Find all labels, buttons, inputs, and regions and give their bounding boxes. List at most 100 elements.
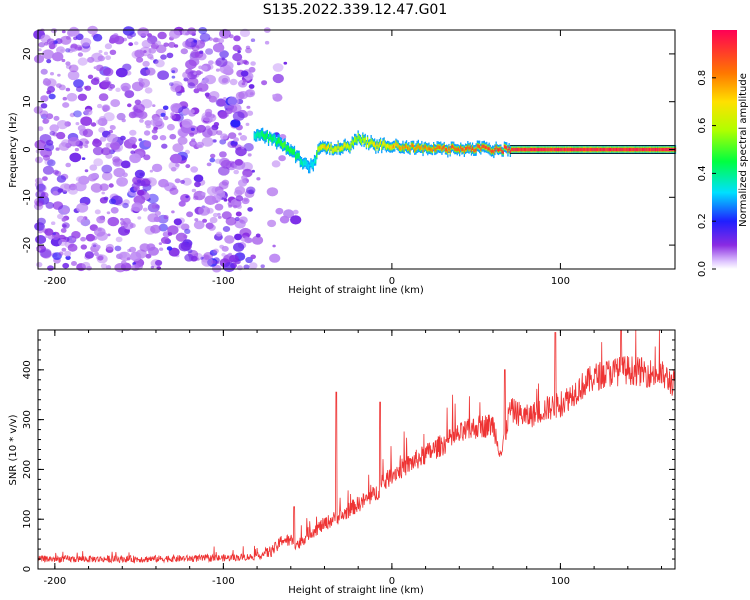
ridge-cell [568,147,570,152]
noise-blob [250,38,256,42]
noise-blob [248,189,255,195]
ridge-cell [348,145,350,149]
noise-blob [232,44,241,52]
ridge-cell [573,147,575,152]
noise-blob [138,180,146,187]
ridge-cell [296,154,298,158]
noise-blob [243,198,248,202]
snr-y-label: SNR (10 * v/v) [8,414,19,485]
ridge-cell [477,144,480,148]
noise-blob [97,103,103,109]
noise-blob [233,35,241,42]
ridge-cell [549,147,552,152]
ridge-cell [282,144,284,148]
noise-blob [228,34,234,39]
ridge-cell [638,147,640,152]
noise-blob [38,42,45,48]
ridge-cell [390,145,392,150]
noise-blob [141,39,152,49]
ridge-cell [627,147,629,152]
noise-blob [107,216,120,227]
noise-blob [93,66,98,69]
noise-blob [113,167,126,178]
ridge-cell [276,141,278,146]
noise-blob [155,44,167,54]
noise-blob [52,52,64,62]
noise-blob [65,87,71,92]
ridge-cell [589,147,592,152]
ridge-cell [285,147,287,152]
ridge-cell [651,147,653,152]
y-tick-label: 300 [22,410,33,429]
ridge-cell [267,138,270,142]
noise-blob [244,237,252,244]
noise-blob [68,64,79,73]
ridge-cell [313,158,316,163]
noise-blob [170,114,177,120]
noise-blob [234,159,243,166]
ridge-cell [315,158,317,163]
noise-blob [160,236,170,244]
ridge-cell [446,147,448,152]
noise-blob [245,256,253,264]
noise-blob [193,85,198,89]
ridge-cell [464,147,467,151]
noise-blob [145,67,156,76]
noise-blob [134,262,143,270]
noise-blob [182,71,191,79]
ridge-cell [536,147,539,152]
ridge-cell [514,147,516,152]
noise-blob [90,122,97,127]
ridge-cell [286,146,288,150]
noise-blob [65,162,71,168]
noise-blob [40,95,49,102]
ridge-cell [495,145,497,149]
noise-blob [218,181,229,190]
ridge-cell [615,147,618,152]
ridge-cell [664,147,666,152]
noise-blob [99,136,107,142]
ridge-cell [433,144,435,149]
noise-blob [198,87,203,91]
noise-blob [60,228,67,233]
ridge-cell [548,147,550,152]
noise-blob [242,79,247,83]
noise-blob [120,160,131,169]
noise-blob [90,78,100,85]
noise-blob [102,105,110,111]
noise-blob [122,26,135,36]
ridge-cell [574,147,576,152]
ridge-cell [257,131,259,136]
ridge-cell [484,145,487,150]
ridge-cell [475,147,477,152]
ridge-cell [431,148,434,152]
ridge-cell [632,147,634,152]
noise-blob [207,127,218,136]
noise-blob [121,118,126,123]
noise-blob [49,124,59,133]
noise-blob [216,130,223,136]
noise-blob [83,108,93,116]
noise-blob [115,87,121,93]
ridge-cell [646,147,648,152]
noise-blob [234,233,242,241]
noise-blob [103,112,115,122]
noise-blob [206,162,212,167]
ridge-cell [613,147,615,152]
noise-blob [201,136,214,147]
noise-blob [128,136,137,144]
noise-blob [152,117,163,126]
noise-blob [272,63,284,72]
noise-blob [124,90,135,99]
ridge-cell [470,148,473,152]
ridge-cell [444,148,447,152]
noise-blob [208,60,214,65]
ridge-cell [658,147,660,152]
ridge-cell [401,146,403,151]
noise-blob [101,164,113,174]
ridge-cell [521,147,523,152]
noise-blob [158,178,169,188]
y-tick-label: -10 [22,189,33,205]
noise-blob [283,61,288,65]
ridge-cell [319,145,322,150]
